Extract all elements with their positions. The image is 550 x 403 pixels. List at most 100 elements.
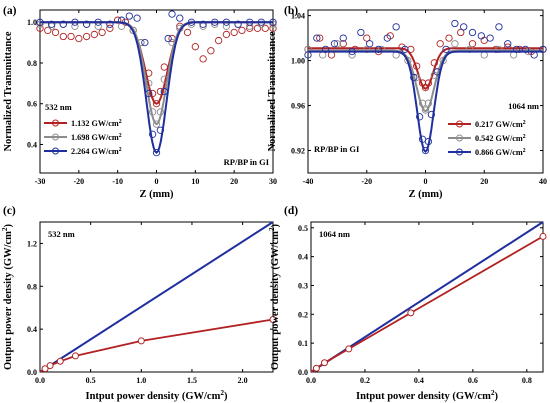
fit-curve bbox=[40, 21, 273, 154]
y-axis-label: Normalized Transmittance bbox=[3, 31, 14, 151]
data-point bbox=[413, 62, 421, 70]
y-tick-label: 0.3 bbox=[298, 281, 308, 290]
data-point bbox=[401, 45, 409, 53]
wavelength-annotation: 1064 nm bbox=[319, 229, 350, 239]
y-tick-label: 1.04 bbox=[291, 12, 305, 21]
data-point bbox=[430, 59, 438, 67]
data-point bbox=[148, 89, 157, 98]
panel-label: (d) bbox=[284, 205, 298, 217]
data-point bbox=[460, 23, 468, 31]
data-point bbox=[486, 34, 494, 42]
data-point bbox=[269, 20, 277, 28]
data-point bbox=[357, 28, 365, 37]
data-point bbox=[312, 364, 320, 372]
data-point bbox=[137, 337, 145, 345]
data-point bbox=[191, 43, 199, 51]
data-point bbox=[238, 26, 246, 35]
x-axis-label: Intput power density (GW/cm2) bbox=[85, 388, 228, 403]
y-tick-label: 0.4 bbox=[27, 140, 37, 149]
legend-entry: 0.542 GW/cm2 bbox=[475, 134, 526, 143]
data-point bbox=[269, 18, 277, 26]
fit-curve bbox=[308, 49, 543, 113]
data-point bbox=[330, 40, 339, 48]
x-tick-label: 0 bbox=[424, 177, 428, 186]
data-point bbox=[539, 232, 547, 240]
x-axis-label: Z (mm) bbox=[408, 189, 443, 200]
data-point bbox=[530, 51, 538, 59]
data-point bbox=[114, 16, 122, 24]
data-point bbox=[214, 36, 223, 45]
data-point bbox=[141, 38, 149, 47]
data-point bbox=[339, 34, 347, 42]
data-point bbox=[457, 28, 465, 37]
data-point bbox=[257, 18, 265, 26]
x-tick-label: 20 bbox=[230, 177, 238, 186]
data-point bbox=[211, 18, 219, 26]
data-point bbox=[44, 26, 52, 35]
x-axis-label: Intput power density (GW/cm2) bbox=[356, 388, 499, 403]
data-point bbox=[117, 16, 126, 24]
legend-marker bbox=[52, 119, 59, 127]
data-point bbox=[413, 73, 421, 82]
plot-frame bbox=[39, 221, 274, 373]
data-point bbox=[480, 51, 488, 59]
y-axis-label: Output power density (GW/cm2) bbox=[0, 223, 14, 370]
y-axis-label: Normalized Transmittance bbox=[267, 31, 278, 151]
y-tick-label: 0.4 bbox=[27, 325, 37, 334]
data-point bbox=[424, 137, 433, 146]
x-tick-label: 40 bbox=[539, 177, 547, 186]
legend-entry: 1.698 GW/cm2 bbox=[71, 133, 122, 142]
data-point bbox=[106, 20, 114, 28]
x-tick-label: -40 bbox=[303, 177, 314, 186]
data-point bbox=[383, 34, 391, 42]
data-point bbox=[418, 99, 427, 107]
data-point bbox=[316, 34, 324, 42]
data-point bbox=[424, 79, 433, 87]
x-tick-label: 0.5 bbox=[86, 376, 96, 385]
y-tick-label: 0.0 bbox=[27, 368, 37, 377]
x-tick-label: -10 bbox=[112, 177, 123, 186]
data-point bbox=[211, 20, 219, 28]
legend-marker bbox=[456, 120, 463, 128]
data-point bbox=[433, 68, 441, 76]
x-tick-label: 0.6 bbox=[468, 376, 478, 385]
data-point bbox=[106, 24, 114, 32]
data-point bbox=[234, 20, 242, 28]
data-point bbox=[164, 34, 172, 43]
data-point bbox=[71, 352, 79, 360]
y-tick-label: 0.1 bbox=[298, 339, 308, 348]
data-point bbox=[230, 28, 238, 37]
data-point bbox=[427, 110, 436, 119]
data-point bbox=[90, 30, 99, 39]
legend-entry: 1.132 GW/cm2 bbox=[71, 119, 122, 128]
fit-curve bbox=[308, 50, 543, 154]
data-point bbox=[160, 87, 168, 96]
data-point bbox=[392, 23, 400, 31]
data-point bbox=[82, 20, 91, 28]
data-point bbox=[415, 113, 424, 121]
x-tick-label: -30 bbox=[35, 177, 46, 186]
data-point bbox=[199, 55, 207, 63]
material-annotation: RP/BP in GI bbox=[224, 157, 270, 167]
y-tick-label: 0.5 bbox=[298, 224, 308, 233]
y-tick-label: 1.2 bbox=[27, 239, 37, 248]
data-point bbox=[304, 51, 312, 59]
data-point bbox=[320, 359, 328, 367]
legend-entry: 0.866 GW/cm2 bbox=[475, 148, 526, 157]
y-tick-label: 0.2 bbox=[298, 310, 308, 319]
fit-curve bbox=[40, 21, 273, 126]
wavelength-annotation: 532 nm bbox=[45, 102, 72, 112]
x-tick-label: 20 bbox=[480, 177, 488, 186]
measured-curve bbox=[310, 235, 544, 373]
x-tick-label: 0.2 bbox=[360, 376, 370, 385]
data-point bbox=[421, 146, 430, 155]
data-point bbox=[183, 28, 192, 37]
data-point bbox=[424, 99, 433, 107]
data-point bbox=[363, 34, 371, 42]
data-point bbox=[445, 34, 453, 42]
data-point bbox=[468, 40, 477, 48]
data-point bbox=[125, 12, 133, 20]
data-point bbox=[187, 18, 196, 26]
data-point bbox=[152, 100, 161, 108]
